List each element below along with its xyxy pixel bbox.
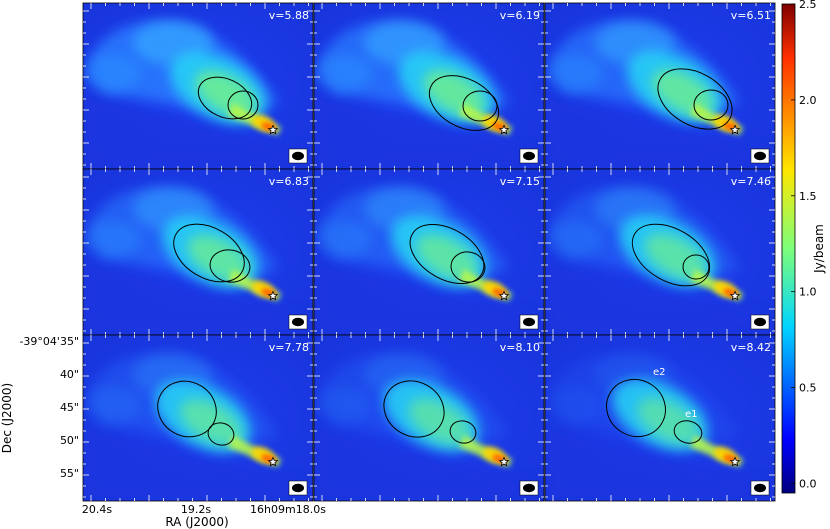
star-icon [729, 456, 741, 467]
outflow-ellipse-e1 [227, 90, 259, 120]
outflow-ellipse-e2 [606, 378, 666, 438]
beam-ellipse [754, 317, 766, 327]
panel-ticks [314, 3, 544, 169]
beam-ellipse [754, 151, 766, 161]
channel-panel-7: v=7.78 [82, 334, 314, 502]
star-icon [267, 124, 279, 135]
beam-ellipse [292, 317, 304, 327]
channel-panel-9: e2 e1 v=8.42 [544, 334, 776, 502]
outflow-ellipse-e1 [207, 422, 235, 446]
star-icon [729, 124, 741, 135]
channel-panel-5: v=7.15 [313, 168, 545, 336]
channel-panel-6: v=7.46 [544, 168, 776, 336]
x-tick-label: 20.4s [82, 503, 112, 516]
velocity-label: v=7.46 [731, 175, 771, 188]
y-tick-label: 50" [60, 434, 79, 447]
outflow-ellipse-e2 [197, 76, 253, 120]
axes-labels: 20.4s 19.2s 16h09m18.0s RA (J2000) -39°04'35… [0, 335, 326, 529]
star-icon [267, 290, 279, 301]
panel-frame [82, 334, 314, 502]
outflow-ellipse-e1 [673, 420, 703, 444]
beam-ellipse [292, 483, 304, 493]
outflow-ellipse-e1 [209, 249, 251, 283]
outflow-ellipse-e2 [428, 75, 500, 131]
colorbar-label: Jy/beam [812, 224, 826, 274]
annotation-e1: e1 [685, 409, 698, 420]
beam-ellipse [523, 483, 535, 493]
beam-ellipse [292, 151, 304, 161]
velocity-label: v=8.10 [500, 341, 540, 354]
outflow-ellipse-e1 [462, 90, 498, 122]
star-icon [498, 290, 510, 301]
colorbar-tick-label: 1.0 [799, 286, 817, 299]
beam-ellipse [523, 317, 535, 327]
beam-ellipse [523, 151, 535, 161]
colorbar-tick-label: 2.5 [799, 0, 817, 11]
outflow-ellipse-e2 [383, 380, 445, 438]
outflow-ellipse-e2 [631, 223, 711, 287]
y-tick-label: 40" [60, 368, 79, 381]
outflow-ellipse-e2 [409, 224, 485, 284]
star-icon [267, 456, 279, 467]
velocity-label: v=8.42 [731, 341, 771, 354]
channel-panel-4: v=6.83 [82, 168, 314, 336]
annotation-e2: e2 [653, 367, 666, 378]
outflow-ellipse-e2 [157, 380, 217, 438]
beam-ellipse [754, 483, 766, 493]
panel-ticks [83, 335, 313, 501]
panel-ticks [83, 169, 313, 335]
channel-panel-2: v=6.19 [313, 2, 545, 170]
star-icon [498, 124, 510, 135]
x-axis-label: RA (J2000) [165, 515, 228, 529]
outflow-ellipse-e2 [173, 223, 245, 283]
x-tick-label: 16h09m18.0s [250, 503, 326, 516]
velocity-label: v=6.19 [500, 9, 540, 22]
outflow-ellipse-e1 [449, 420, 477, 444]
colorbar-tick-label: 0.5 [799, 382, 817, 395]
outflow-ellipse-e1 [450, 251, 486, 283]
star-icon [729, 290, 741, 301]
panel-ticks [314, 169, 544, 335]
y-tick-label: 45" [60, 401, 79, 414]
panel-ticks [545, 169, 775, 335]
colorbar-tick-label: 2.0 [799, 94, 817, 107]
panel-frame [544, 334, 776, 502]
panel-ticks [545, 335, 775, 501]
channel-panel-1: v=5.88 [82, 2, 314, 170]
colorbar-gradient [781, 3, 796, 494]
y-axis-label: Dec (J2000) [0, 383, 14, 453]
velocity-label: v=6.51 [731, 9, 771, 22]
colorbar-tick-label: 0.0 [799, 477, 817, 490]
velocity-label: v=7.15 [500, 175, 540, 188]
x-tick-label: 19.2s [181, 503, 211, 516]
velocity-label: v=6.83 [269, 175, 309, 188]
star-icon [498, 456, 510, 467]
colorbar: 0.0 0.5 1.0 1.5 2.0 2.5 Jy/beam [781, 0, 826, 494]
colorbar-tick-label: 1.5 [799, 190, 817, 203]
panel-ticks [314, 335, 544, 501]
y-tick-label: -39°04'35" [19, 335, 79, 348]
outflow-ellipse-e2 [657, 68, 733, 130]
channel-panel-8: v=8.10 [313, 334, 545, 502]
panel-frame [313, 334, 545, 502]
panels-group: v=5.88 v=6.19 v=6.51 v=6.83 v=7.15 v=7.46 v=7.… [82, 2, 776, 502]
outflow-ellipse-e1 [682, 254, 710, 280]
outflow-ellipse-e1 [693, 89, 729, 121]
panel-ticks [545, 3, 775, 169]
channel-panel-3: v=6.51 [544, 2, 776, 170]
velocity-label: v=7.78 [269, 341, 309, 354]
panel-ticks [83, 3, 313, 169]
velocity-label: v=5.88 [269, 9, 309, 22]
y-tick-label: 55" [60, 467, 79, 480]
